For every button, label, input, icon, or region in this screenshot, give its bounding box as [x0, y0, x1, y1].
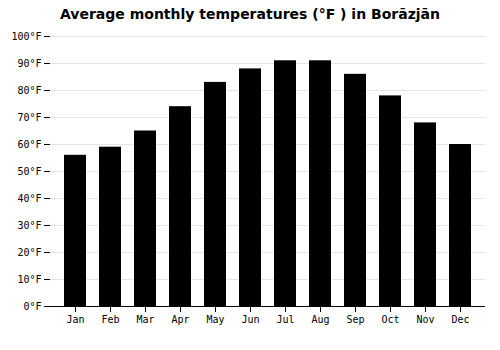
- svg-text:10°F: 10°F: [17, 274, 41, 285]
- svg-text:Jul: Jul: [276, 314, 294, 325]
- html-text:Average monthly temperatures (: Average monthly temperatures (°F ) in Bo…: [60, 6, 440, 22]
- svg-text:50°F: 50°F: [17, 166, 41, 177]
- svg-text:Oct: Oct: [381, 314, 399, 325]
- svg-text:Nov: Nov: [416, 314, 434, 325]
- svg-text:100°F: 100°F: [11, 31, 41, 42]
- svg-text:Jan: Jan: [66, 314, 84, 325]
- svg-text:Dec: Dec: [451, 314, 469, 325]
- svg-text:60°F: 60°F: [17, 139, 41, 150]
- svg-text:80°F: 80°F: [17, 85, 41, 96]
- svg-text:May: May: [206, 314, 224, 325]
- svg-text:70°F: 70°F: [17, 112, 41, 123]
- svg-text:30°F: 30°F: [17, 220, 41, 231]
- svg-text:Feb: Feb: [101, 314, 119, 325]
- svg-text:90°F: 90°F: [17, 58, 41, 69]
- svg-text:Jun: Jun: [241, 314, 259, 325]
- svg-text:Aug: Aug: [311, 314, 329, 325]
- svg-text:Sep: Sep: [346, 314, 364, 325]
- svg-text:20°F: 20°F: [17, 247, 41, 258]
- svg-text:Mar: Mar: [136, 314, 154, 325]
- svg-text:Apr: Apr: [171, 314, 189, 325]
- svg-text:0°F: 0°F: [23, 301, 41, 312]
- svg-text:40°F: 40°F: [17, 193, 41, 204]
